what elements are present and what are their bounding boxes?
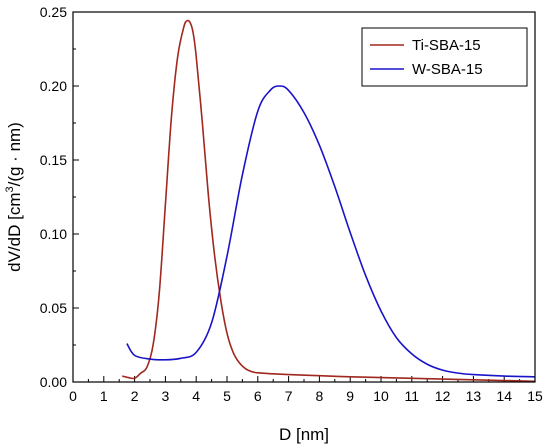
x-tick-label: 9 xyxy=(346,388,354,404)
x-tick-label: 5 xyxy=(223,388,231,404)
y-tick-label: 0.20 xyxy=(40,78,67,94)
y-axis-label-main: dV/dD [cm xyxy=(5,193,24,272)
x-axis-label: D [nm] xyxy=(279,425,329,444)
legend-label-w-sba-15: W-SBA-15 xyxy=(412,61,483,78)
y-axis-label-unit: /(g · nm) xyxy=(5,122,24,186)
y-tick-label: 0.00 xyxy=(40,374,67,390)
x-tick-label: 2 xyxy=(131,388,139,404)
x-tick-label: 4 xyxy=(192,388,200,404)
y-tick-label: 0.05 xyxy=(40,300,67,316)
x-tick-label: 1 xyxy=(100,388,108,404)
legend: Ti-SBA-15 W-SBA-15 xyxy=(361,27,528,87)
x-tick-label: 15 xyxy=(527,388,543,404)
x-tick-label: 6 xyxy=(254,388,262,404)
x-tick-label: 11 xyxy=(405,388,420,404)
series-line-w-sba-15 xyxy=(126,85,536,378)
y-tick-label: 0.25 xyxy=(40,4,67,20)
y-tick-label: 0.15 xyxy=(40,152,67,168)
x-tick-label: 7 xyxy=(285,388,293,404)
x-tick-label: 14 xyxy=(496,388,512,404)
y-axis-label: dV/dD [cm3/(g · nm) xyxy=(4,122,24,272)
x-tick-label: 10 xyxy=(373,388,389,404)
legend-label-ti-sba-15: Ti-SBA-15 xyxy=(412,37,481,54)
y-tick-label: 0.10 xyxy=(40,226,67,242)
x-tick-label: 8 xyxy=(316,388,324,404)
y-tick-labels: 0.00 0.05 0.10 0.15 0.20 0.25 xyxy=(40,4,67,390)
y-axis-label-superscript: 3 xyxy=(4,186,16,192)
x-tick-label: 3 xyxy=(162,388,170,404)
x-tick-label: 0 xyxy=(69,388,77,404)
series-lines xyxy=(122,19,536,383)
plot-frame xyxy=(72,11,536,383)
x-tick-label: 13 xyxy=(466,388,482,404)
series-line-ti-sba-15 xyxy=(122,19,536,383)
legend-box xyxy=(361,27,528,87)
x-tick-labels: 0 1 2 3 4 5 6 7 8 9 10 11 12 13 14 15 xyxy=(69,388,543,404)
x-tick-label: 12 xyxy=(435,388,451,404)
